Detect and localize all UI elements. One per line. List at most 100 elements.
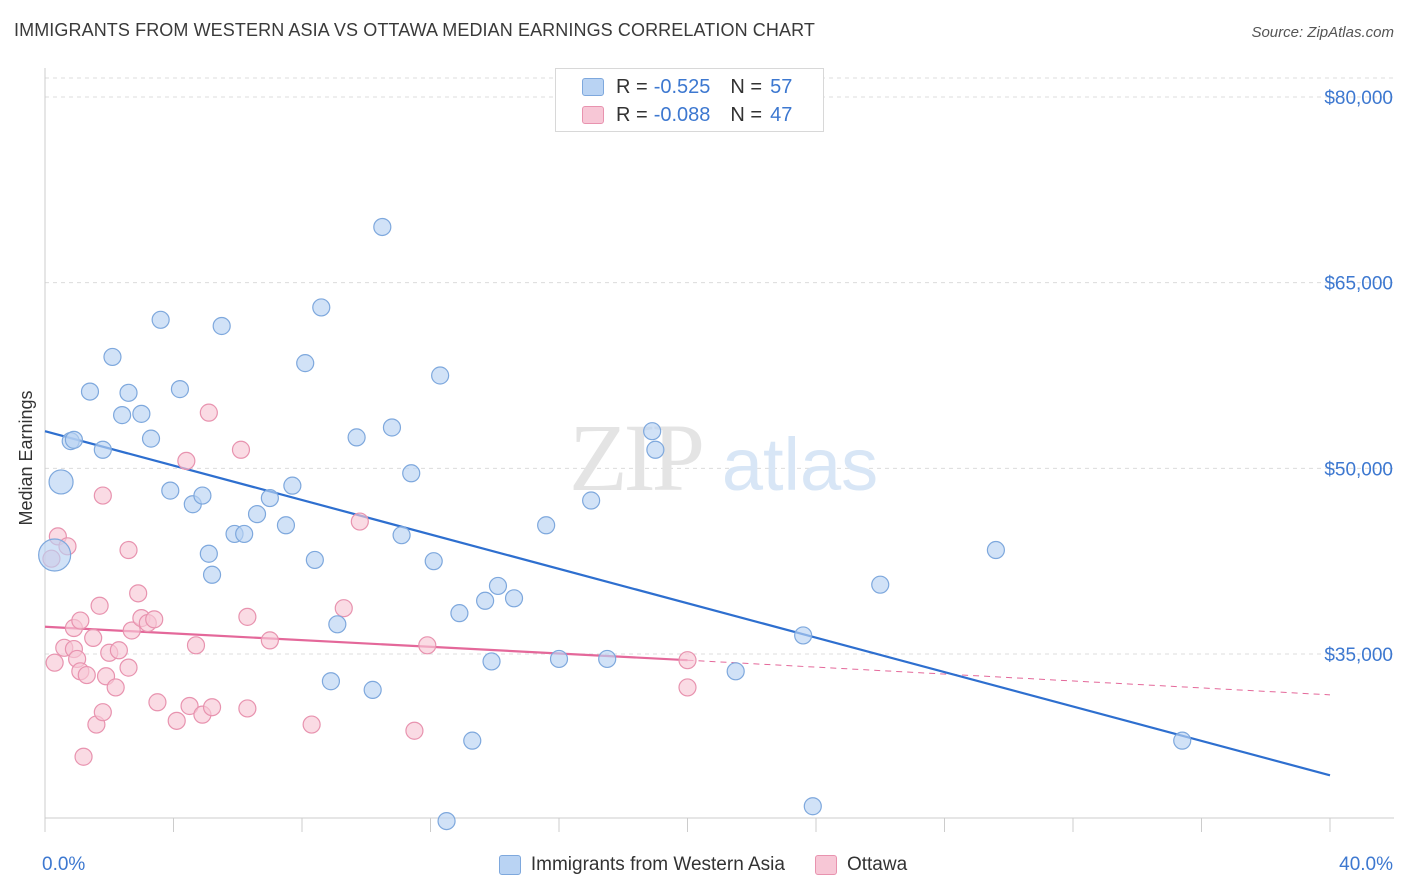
legend-label-ottawa: Ottawa	[846, 854, 908, 875]
stats-legend: R = -0.525 N = 57 R = -0.088 N = 47	[555, 68, 824, 132]
y-tick-label: $50,000	[1324, 459, 1393, 480]
point-western-asia	[871, 575, 890, 594]
y-tick-label: $65,000	[1324, 274, 1393, 295]
point-western-asia	[582, 491, 601, 510]
legend-swatch-pink	[582, 106, 604, 124]
point-western-asia	[424, 552, 443, 571]
gridlines	[45, 77, 1394, 655]
point-western-asia	[986, 540, 1006, 560]
point-ottawa	[84, 628, 103, 648]
point-ottawa	[71, 611, 90, 630]
point-western-asia	[247, 505, 267, 524]
point-ottawa	[129, 584, 148, 603]
watermark-atlas: atlas	[722, 423, 878, 506]
point-western-asia	[347, 428, 366, 447]
trend-line-ottawa	[44, 625, 688, 662]
point-western-asia	[803, 797, 822, 816]
point-western-asia	[392, 526, 411, 545]
source-label: Source: ZipAtlas.com	[1251, 24, 1394, 41]
point-ottawa	[231, 440, 251, 459]
point-western-asia	[363, 680, 382, 699]
legend-r-label: R =	[616, 103, 648, 126]
point-western-asia	[199, 544, 218, 563]
point-ottawa	[202, 698, 222, 717]
point-ottawa	[148, 693, 167, 712]
point-ottawa	[119, 658, 138, 677]
point-western-asia	[450, 604, 469, 623]
x-tick-label-min: 0.0%	[42, 854, 85, 875]
point-ottawa	[350, 512, 369, 531]
trend-lines-ottawa	[44, 625, 1331, 696]
legend-n-value: 57	[770, 75, 793, 98]
legend-n-label: N =	[730, 103, 763, 126]
trend-line-western-asia	[44, 430, 1331, 777]
point-western-asia	[235, 524, 254, 544]
y-axis-label: Median Earnings	[16, 390, 36, 525]
point-western-asia	[431, 366, 450, 385]
legend-row-ottawa: R = -0.088 N = 47	[582, 101, 792, 129]
point-western-asia	[48, 469, 74, 495]
point-western-asia	[402, 464, 421, 483]
point-western-asia	[93, 440, 112, 459]
legend-r-label: R =	[616, 75, 648, 98]
point-western-asia	[38, 538, 72, 572]
point-ottawa	[238, 607, 257, 626]
point-ottawa	[405, 721, 424, 740]
axes	[44, 68, 1394, 832]
point-western-asia	[504, 589, 524, 608]
point-ottawa	[260, 631, 279, 650]
legend-swatch-blue	[582, 78, 604, 96]
legend-r-value: -0.525	[653, 75, 711, 98]
point-western-asia	[141, 429, 161, 448]
point-ottawa	[302, 715, 321, 734]
point-western-asia	[276, 516, 296, 535]
point-ottawa	[93, 486, 112, 505]
point-western-asia	[482, 652, 501, 671]
point-ottawa	[678, 651, 697, 670]
point-ottawa	[334, 599, 353, 618]
y-tick-label: $35,000	[1324, 645, 1393, 666]
points-ottawa	[42, 403, 697, 766]
point-western-asia	[170, 380, 190, 399]
point-western-asia	[373, 217, 392, 237]
point-ottawa	[180, 696, 199, 716]
point-western-asia	[488, 576, 508, 596]
point-western-asia	[646, 440, 665, 459]
point-western-asia	[305, 550, 324, 570]
point-western-asia	[1173, 731, 1192, 750]
point-ottawa	[177, 451, 196, 471]
x-tick-label-max: 40.0%	[1339, 854, 1393, 875]
point-ottawa	[418, 636, 437, 655]
point-western-asia	[119, 383, 138, 402]
legend-r-value: -0.088	[653, 103, 711, 126]
point-western-asia	[463, 731, 482, 750]
point-western-asia	[112, 406, 132, 425]
point-western-asia	[151, 310, 170, 329]
point-ottawa	[199, 403, 218, 422]
point-western-asia	[212, 316, 231, 336]
point-western-asia	[132, 404, 151, 423]
point-ottawa	[106, 678, 125, 697]
point-ottawa	[109, 641, 128, 660]
point-western-asia	[549, 649, 569, 669]
chart-title: IMMIGRANTS FROM WESTERN ASIA VS OTTAWA M…	[14, 20, 815, 40]
legend-swatch-pink	[814, 855, 837, 875]
watermark: ZIP atlas	[569, 404, 878, 511]
legend-n-label: N =	[730, 75, 763, 98]
legend-swatch-blue	[498, 855, 521, 875]
legend-label-western-asia: Immigrants from Western Asia	[530, 854, 785, 875]
point-western-asia	[726, 662, 745, 681]
point-western-asia	[537, 516, 556, 535]
point-ottawa	[186, 636, 206, 655]
point-ottawa	[45, 653, 64, 672]
point-ottawa	[119, 540, 138, 560]
point-western-asia	[64, 430, 84, 449]
point-western-asia	[437, 811, 456, 831]
y-tick-label: $80,000	[1324, 88, 1393, 109]
legend-item-ottawa[interactable]: Ottawa	[814, 854, 908, 876]
point-western-asia	[382, 418, 402, 437]
point-western-asia	[161, 481, 180, 500]
legend-item-western-asia[interactable]: Immigrants from Western Asia	[498, 854, 785, 876]
point-western-asia	[283, 476, 302, 495]
